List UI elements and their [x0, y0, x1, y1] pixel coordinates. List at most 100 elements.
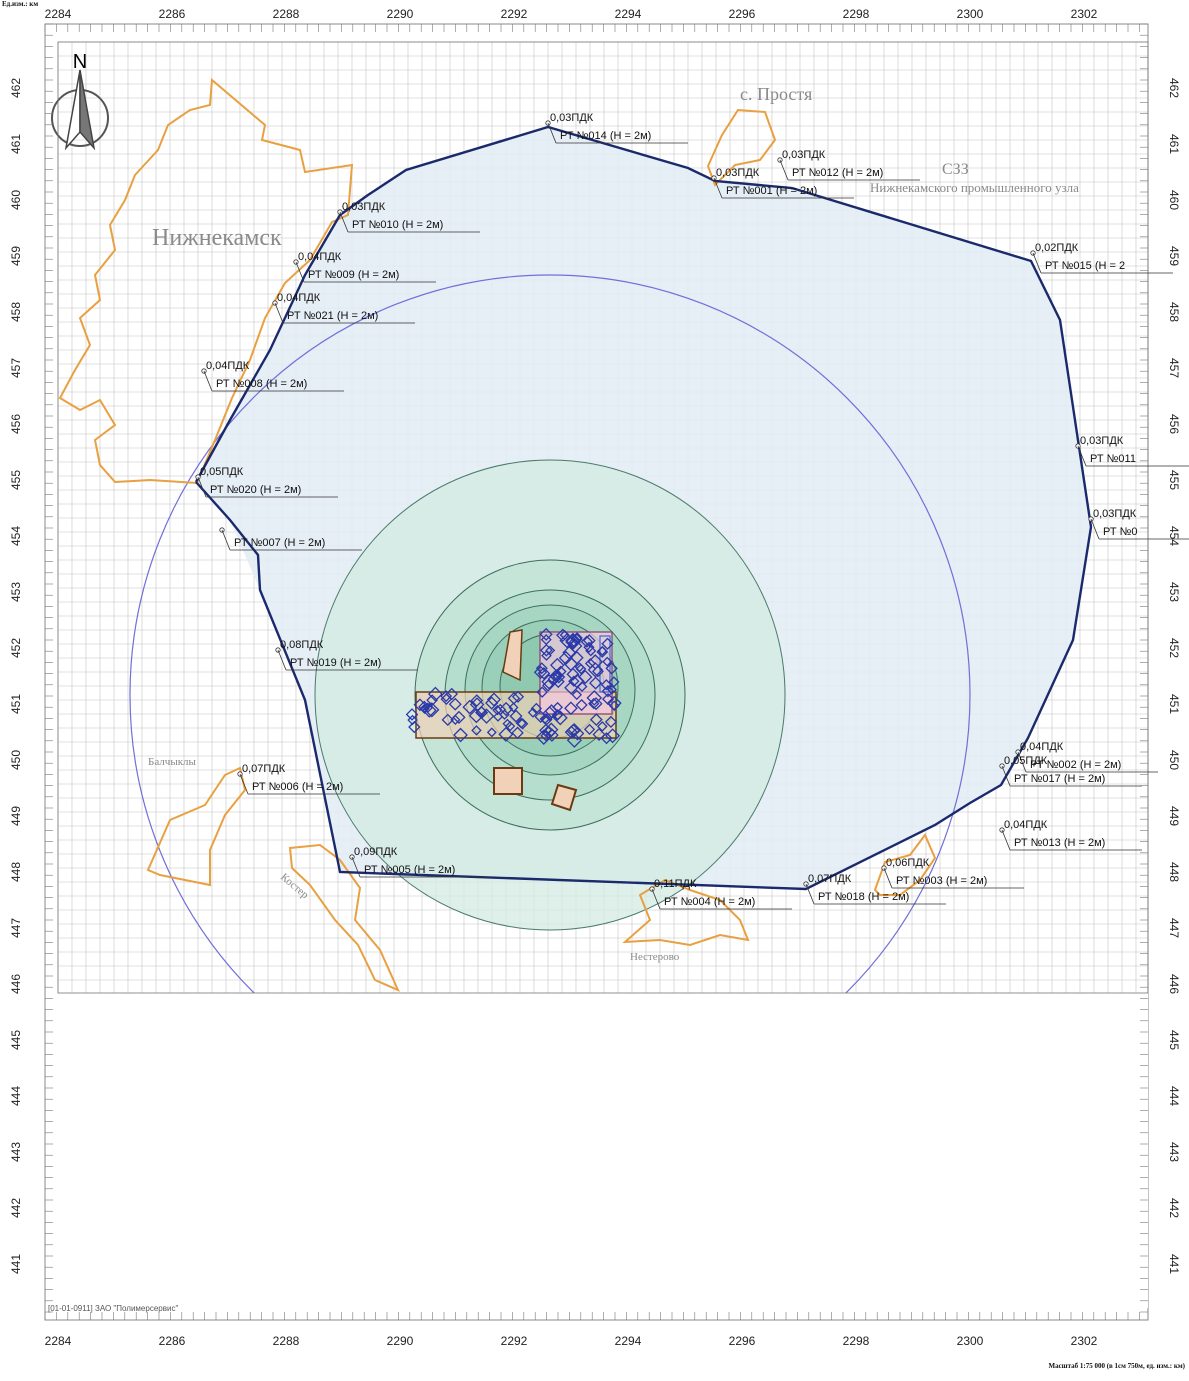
point-concentration: 0,03ПДК [782, 149, 826, 161]
point-concentration: 0,03ПДК [342, 201, 386, 213]
settlement-southwest-1 [146, 766, 247, 887]
point-leader [274, 302, 284, 324]
source-marker [504, 720, 516, 732]
place-prostya: с. Простя [740, 84, 812, 104]
source-marker [542, 706, 558, 722]
point-leader [351, 856, 361, 878]
y-tick-label-left: 460 [9, 190, 23, 210]
x-tick-label-bottom: 2292 [501, 1334, 528, 1348]
y-tick-label-right: 447 [1167, 918, 1181, 938]
point-label: РТ №005 (Н = 2м) [364, 864, 455, 876]
point-0x: 0,03ПДК РТ №0 [1088, 508, 1189, 540]
x-tick-label-bottom: 2290 [387, 1334, 414, 1348]
x-tick-label-bottom: 2294 [615, 1334, 642, 1348]
point-001: 0,03ПДК РТ №001 (Н = 2м) [711, 167, 854, 199]
y-tick-label-right: 443 [1167, 1142, 1181, 1162]
settlement-southeast [873, 833, 937, 896]
point-label: РТ №020 (Н = 2м) [210, 484, 301, 496]
place-north-west: Балчыклы [148, 756, 197, 768]
settlement-prostya [706, 108, 777, 187]
point-leader [547, 122, 557, 144]
source-marker [549, 669, 564, 684]
point-leader [805, 883, 815, 905]
source-marker [453, 727, 468, 743]
point-009: 0,04ПДК РТ №009 (Н = 2м) [293, 251, 436, 283]
y-tick-label-left: 455 [9, 470, 23, 490]
source-marker [541, 650, 552, 661]
source-marker [608, 700, 620, 712]
point-008: 0,04ПДК РТ №008 (Н = 2м) [201, 360, 344, 392]
source-marker [565, 634, 581, 650]
point-concentration: 0,02ПДК [1035, 242, 1079, 254]
source-marker [511, 726, 524, 740]
source-marker [486, 727, 497, 738]
y-tick-label-right: 442 [1167, 1198, 1181, 1218]
source-marker [408, 720, 421, 734]
y-tick-label-left: 446 [9, 974, 23, 994]
settlement-southwest-2 [288, 843, 400, 992]
x-tick-label-bottom: 2284 [45, 1334, 72, 1348]
point-003: 0,06ПДК РТ №003 (Н = 2м) [881, 857, 1024, 889]
x-tick-label-bottom: 2302 [1071, 1334, 1098, 1348]
source-marker [596, 646, 609, 658]
point-leader [713, 177, 723, 199]
source-marker [536, 686, 548, 698]
point-015: 0,02ПДК РТ №015 (Н = 2 [1030, 242, 1173, 274]
point-concentration: 0,09ПДК [354, 846, 398, 858]
y-tick-label-left: 442 [9, 1198, 23, 1218]
point-leader [339, 211, 349, 233]
point-label: РТ №0 [1103, 526, 1138, 538]
point-leader [883, 867, 893, 889]
y-tick-label-right: 445 [1167, 1030, 1181, 1050]
source-marker [539, 713, 551, 725]
x-tick-label-top: 2294 [615, 7, 642, 21]
blank-lower-area [58, 993, 1148, 1308]
y-tick-label-left: 451 [9, 694, 23, 714]
point-label: РТ №004 (Н = 2м) [664, 896, 755, 908]
place-nizhnekamsk: Нижнекамск [152, 225, 282, 251]
point-leader [1032, 252, 1042, 274]
source-marker [604, 715, 618, 729]
source-marker [575, 698, 588, 712]
point-label: РТ №007 (Н = 2м) [234, 537, 325, 549]
source-marker [552, 710, 568, 726]
y-tick-label-right: 455 [1167, 470, 1181, 490]
source-marker [422, 702, 434, 714]
point-concentration: 0,04ПДК [298, 251, 342, 263]
point-005: 0,09ПДК РТ №005 (Н = 2м) [349, 846, 492, 878]
footer-note: [01-01-0911] ЗАО "Полимерсервис" [48, 1304, 179, 1313]
source-marker [485, 696, 499, 710]
point-007: РТ №007 (Н = 2м) [219, 527, 362, 551]
place-industrial: Нижнекамского промышленного узла [870, 180, 1079, 195]
point-leader [1001, 829, 1011, 851]
y-tick-label-right: 441 [1167, 1254, 1181, 1274]
x-tick-label-top: 2296 [729, 7, 756, 21]
source-marker [554, 665, 567, 678]
point-leader [295, 261, 305, 283]
scale-note: Масштаб 1:75 000 (в 1см 750м, ед. изм.: … [1048, 1362, 1185, 1370]
point-concentration: 0,04ПДК [1020, 741, 1064, 753]
sanitary-zone-boundary [194, 125, 1093, 891]
y-tick-label-right: 453 [1167, 582, 1181, 602]
source-marker [441, 713, 454, 727]
source-marker [580, 635, 593, 648]
source-marker [542, 679, 555, 692]
source-marker [564, 701, 578, 716]
source-marker [515, 717, 527, 729]
y-tick-label-left: 449 [9, 806, 23, 826]
x-tick-label-top: 2284 [45, 7, 72, 21]
source-marker [585, 645, 597, 657]
source-marker [427, 686, 443, 702]
point-018: 0,07ПДК РТ №018 (Н = 2м) [803, 873, 946, 905]
site-hill-shape [502, 629, 523, 682]
y-tick-label-left: 452 [9, 638, 23, 658]
source-marker [559, 633, 575, 649]
point-014: 0,03ПДК РТ №014 (Н = 2м) [545, 112, 688, 144]
source-marker [582, 634, 596, 647]
point-leader [1077, 445, 1087, 467]
point-label: РТ №002 (Н = 2м) [1030, 759, 1121, 771]
x-tick-label-top: 2290 [387, 7, 414, 21]
source-marker [413, 698, 427, 712]
